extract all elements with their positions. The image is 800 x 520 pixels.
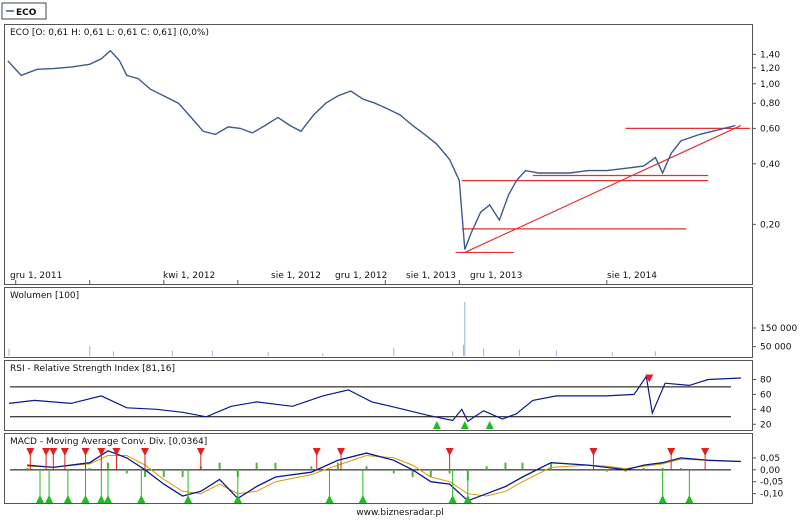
trend-line <box>464 124 742 254</box>
price-y-tick-label: 0,80 <box>760 99 780 109</box>
macd-buy-marker <box>184 495 193 503</box>
macd-buy-marker <box>103 495 112 503</box>
price-y-tick-label: 0,20 <box>760 220 780 230</box>
macd-title: MACD - Moving Average Conv. Div. [0,0364… <box>10 437 207 447</box>
macd-y-tick-label: -0,05 <box>760 478 783 488</box>
rsi-pane <box>4 360 753 431</box>
legend-label: ECO <box>16 8 37 18</box>
macd-buy-marker <box>137 495 146 503</box>
rsi-y-tick-label: 20 <box>760 420 772 430</box>
macd-sell-marker <box>42 448 51 456</box>
macd-buy-marker <box>97 495 106 503</box>
macd-sell-marker <box>97 448 106 456</box>
x-tick-label: sie 1, 2014 <box>607 271 657 281</box>
rsi-buy-marker <box>485 421 494 429</box>
price-line <box>7 49 736 250</box>
macd-buy-marker <box>233 495 242 503</box>
rsi-buy-marker <box>432 421 441 429</box>
macd-sell-marker <box>312 448 321 456</box>
price-title: ECO [O: 0,61 H: 0,61 L: 0,61 C: 0,61] (0… <box>10 28 209 38</box>
macd-buy-marker <box>658 495 667 503</box>
macd-y-tick-label: 0,05 <box>760 454 780 464</box>
macd-buy-marker <box>358 495 367 503</box>
footer-url[interactable]: www.biznesradar.pl <box>356 508 443 518</box>
macd-buy-marker <box>81 495 90 503</box>
macd-sell-marker <box>667 448 676 456</box>
price-pane <box>4 24 753 285</box>
macd-sell-marker <box>701 448 710 456</box>
volume-pane <box>4 287 753 358</box>
x-tick-label: gru 1, 2013 <box>470 271 522 281</box>
macd-buy-marker <box>448 495 457 503</box>
macd-sell-marker <box>112 448 121 456</box>
macd-sell-marker <box>140 448 149 456</box>
macd-buy-marker <box>463 495 472 503</box>
rsi-sell-marker <box>645 374 654 383</box>
price-y-tick-label: 0,40 <box>760 160 780 170</box>
macd-buy-marker <box>685 495 694 503</box>
macd-sell-marker <box>26 448 35 456</box>
macd-sell-marker <box>81 448 90 456</box>
macd-line <box>27 450 741 502</box>
macd-buy-marker <box>35 495 44 503</box>
macd-sell-marker <box>196 448 205 456</box>
rsi-line <box>8 374 741 423</box>
x-tick-label: gru 1, 2011 <box>10 271 62 281</box>
price-y-tick-label: 1,00 <box>760 80 780 90</box>
macd-sell-marker <box>49 448 58 456</box>
rsi-buy-marker <box>460 421 469 429</box>
rsi-title: RSI - Relative Strength Index [81,16] <box>10 364 175 374</box>
price-y-tick-label: 0,60 <box>760 124 780 134</box>
macd-buy-marker <box>45 495 54 503</box>
macd-y-tick-label: 0,00 <box>760 466 780 476</box>
price-y-tick-label: 1,40 <box>760 50 780 60</box>
volume-y-tick-label: 150 000 <box>760 324 797 334</box>
macd-sell-marker <box>589 448 598 456</box>
x-tick-label: sie 1, 2013 <box>406 271 456 281</box>
macd-sell-marker <box>336 448 345 456</box>
x-tick-label: gru 1, 2012 <box>335 271 387 281</box>
volume-title: Wolumen [100] <box>10 291 79 301</box>
price-y-tick-label: 1,20 <box>760 64 780 74</box>
volume-y-tick-label: 50 000 <box>760 343 792 353</box>
macd-sell-marker <box>60 448 69 456</box>
macd-y-tick-label: -0,10 <box>760 490 784 500</box>
x-tick-label: kwi 1, 2012 <box>163 271 215 281</box>
macd-signal-line <box>27 454 741 497</box>
rsi-y-tick-label: 60 <box>760 390 772 400</box>
x-tick-label: sie 1, 2012 <box>271 271 321 281</box>
macd-sell-marker <box>445 448 454 456</box>
macd-buy-marker <box>325 495 334 503</box>
rsi-y-tick-label: 80 <box>760 375 772 385</box>
macd-buy-marker <box>63 495 72 503</box>
rsi-y-tick-label: 40 <box>760 405 772 415</box>
legend[interactable]: ECO <box>1 2 47 20</box>
